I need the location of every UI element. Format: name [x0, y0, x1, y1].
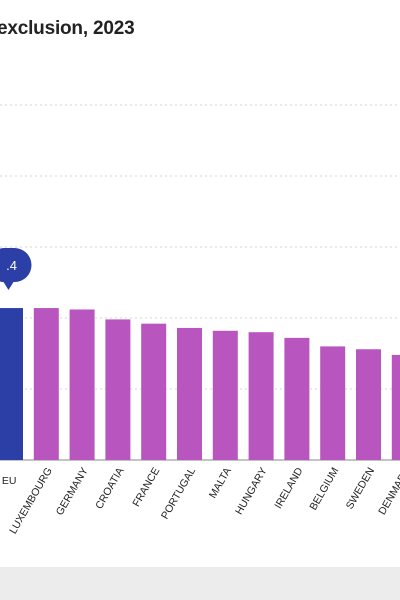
bar-belgium	[320, 346, 346, 460]
x-tick-label: BELGIUM	[307, 466, 341, 513]
chart-title: exclusion, 2023	[0, 18, 135, 39]
footer-band	[0, 567, 400, 600]
x-tick-label: IRELAND	[272, 465, 305, 511]
x-tick-label: HUNGARY	[233, 466, 270, 517]
x-tick-label: MALTA	[207, 466, 234, 501]
bar-eu	[0, 308, 23, 460]
x-tick-label: CROATIA	[93, 466, 126, 512]
bar-france	[141, 323, 167, 460]
bar-denmark	[391, 354, 400, 460]
bar-portugal	[177, 327, 202, 460]
bar-hungary	[248, 332, 274, 460]
value-callout-bubble	[0, 248, 32, 291]
x-tick-label: GERMANY	[54, 466, 91, 518]
bar-luxembourg	[33, 308, 59, 460]
bar-germany	[69, 309, 95, 460]
x-tick-label: PORTUGAL	[159, 465, 198, 521]
bar-malta	[212, 330, 238, 460]
bar-ireland	[284, 337, 310, 460]
x-tick-label: EU	[2, 475, 17, 487]
bar-croatia	[105, 319, 131, 460]
value-callout-label: .4	[6, 258, 17, 273]
x-tick-label: DENMARK	[376, 466, 400, 517]
x-tick-label: SWEDEN	[344, 466, 377, 512]
x-tick-label: FRANCE	[130, 466, 162, 509]
bar-sweden	[356, 349, 381, 460]
